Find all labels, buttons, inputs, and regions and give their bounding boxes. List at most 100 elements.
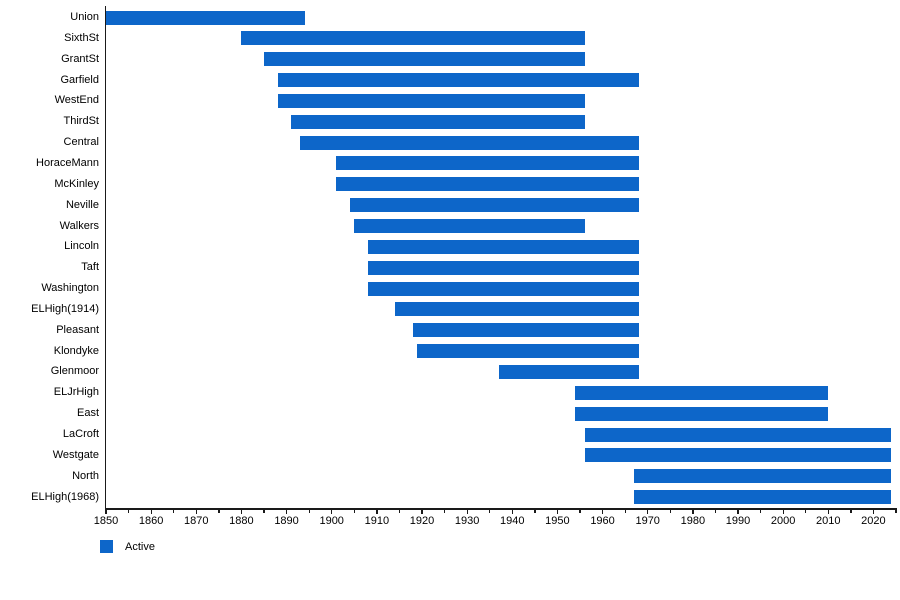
timeline-bar <box>241 31 585 46</box>
timeline-bar <box>349 198 639 213</box>
timeline-bar <box>584 448 892 463</box>
category-label: HoraceMann <box>36 156 99 169</box>
timeline-bar <box>634 490 892 505</box>
x-axis-minor-tick <box>263 509 265 513</box>
x-axis-tick-label: 1910 <box>364 515 390 527</box>
x-axis-tick-label: 2020 <box>861 515 886 527</box>
timeline-bar <box>291 114 585 129</box>
x-axis-tick-label: 1940 <box>500 515 525 527</box>
x-axis-tick-label: 1960 <box>590 515 615 527</box>
category-label: Klondyke <box>53 344 99 357</box>
category-label: Taft <box>81 261 99 274</box>
x-axis-minor-tick <box>173 509 175 513</box>
x-axis-minor-tick <box>624 509 626 513</box>
x-axis-tick-label: 1900 <box>319 515 344 527</box>
category-label: Washington <box>41 282 99 295</box>
timeline-bar <box>417 344 639 359</box>
category-label: McKinley <box>54 177 99 190</box>
category-label: Glenmoor <box>50 365 99 378</box>
x-axis-minor-tick <box>895 509 897 513</box>
category-label: GrantSt <box>61 52 99 65</box>
timeline-bar <box>106 10 305 25</box>
x-axis-line <box>104 508 897 510</box>
category-label: ELHigh(1914) <box>31 302 99 315</box>
x-axis-minor-tick <box>850 509 852 513</box>
x-axis-major-tick <box>150 509 152 514</box>
timeline-bar <box>277 73 639 88</box>
x-axis-major-tick <box>782 509 784 514</box>
category-label: Central <box>63 136 99 149</box>
x-axis-minor-tick <box>218 509 220 513</box>
category-label: ThirdSt <box>63 115 99 128</box>
x-axis-tick-label: 1890 <box>274 515 299 527</box>
x-axis-minor-tick <box>714 509 717 513</box>
x-axis-tick-label: 1870 <box>184 515 209 527</box>
x-axis-minor-tick <box>398 509 401 513</box>
x-axis-tick-label: 1850 <box>93 515 119 527</box>
x-axis-minor-tick <box>308 509 310 513</box>
x-axis-major-tick <box>692 509 694 514</box>
timeline-bar <box>498 364 639 379</box>
category-label: ELHigh(1968) <box>31 490 99 503</box>
x-axis-minor-tick <box>669 509 671 513</box>
x-axis-tick-label: 2000 <box>770 515 796 527</box>
x-axis-tick-label: 1980 <box>680 515 706 527</box>
x-axis-major-tick <box>601 509 604 514</box>
x-axis-major-tick <box>872 509 875 514</box>
x-axis-major-tick <box>105 509 107 514</box>
timeline-bar <box>367 281 639 296</box>
y-axis-line <box>104 6 106 510</box>
x-axis-minor-tick <box>759 509 762 513</box>
timeline-bar <box>300 135 639 150</box>
timeline-bar <box>336 177 639 192</box>
category-label: Union <box>70 11 99 23</box>
x-axis-tick-label: 1990 <box>725 515 751 527</box>
timeline-bar <box>575 406 829 421</box>
category-label: East <box>76 407 99 420</box>
category-label: Westgate <box>52 448 99 461</box>
x-axis-minor-tick <box>443 509 446 513</box>
legend-label: Active <box>125 540 155 553</box>
timeline-bar <box>336 156 639 171</box>
timeline-bar <box>412 323 639 338</box>
x-axis-tick-label: 1860 <box>138 515 164 527</box>
x-axis-major-tick <box>647 509 649 514</box>
timeline-bar <box>584 427 892 442</box>
category-label: WestEnd <box>54 94 99 107</box>
x-axis-tick-label: 1970 <box>635 515 660 527</box>
x-axis-tick-label: 1880 <box>229 515 254 527</box>
category-label: Garfield <box>60 73 99 86</box>
x-axis-major-tick <box>195 509 197 514</box>
category-label: Pleasant <box>56 323 99 336</box>
x-axis-major-tick <box>556 509 559 514</box>
category-label: LaCroft <box>62 428 99 440</box>
legend: Active <box>100 540 155 553</box>
x-axis-major-tick <box>511 509 513 514</box>
timeline-bar <box>575 385 829 400</box>
timeline-bar <box>394 302 639 317</box>
x-axis-major-tick <box>331 509 333 514</box>
category-label: Lincoln <box>64 240 99 253</box>
x-axis-major-tick <box>466 509 468 514</box>
legend-swatch-active <box>100 540 113 553</box>
x-axis-minor-tick <box>534 509 536 513</box>
timeline-bar <box>367 260 639 275</box>
timeline-bar <box>354 219 585 233</box>
x-axis-tick-label: 2010 <box>816 515 841 527</box>
x-axis-tick-label: 1930 <box>454 515 480 527</box>
x-axis-minor-tick <box>127 509 130 513</box>
x-axis-major-tick <box>376 509 378 514</box>
x-axis-major-tick <box>827 509 829 514</box>
x-axis-tick-label: 1950 <box>545 515 570 527</box>
category-label: SixthSt <box>64 31 99 44</box>
category-label: Walkers <box>59 219 99 232</box>
x-axis-minor-tick <box>579 509 581 513</box>
x-axis-tick-label: 1920 <box>409 515 435 527</box>
x-axis-minor-tick <box>489 509 491 513</box>
category-label: Neville <box>65 198 99 211</box>
timeline-bar <box>277 93 585 108</box>
x-axis-minor-tick <box>353 509 355 513</box>
timeline-bar <box>264 52 585 67</box>
x-axis-major-tick <box>240 509 243 514</box>
